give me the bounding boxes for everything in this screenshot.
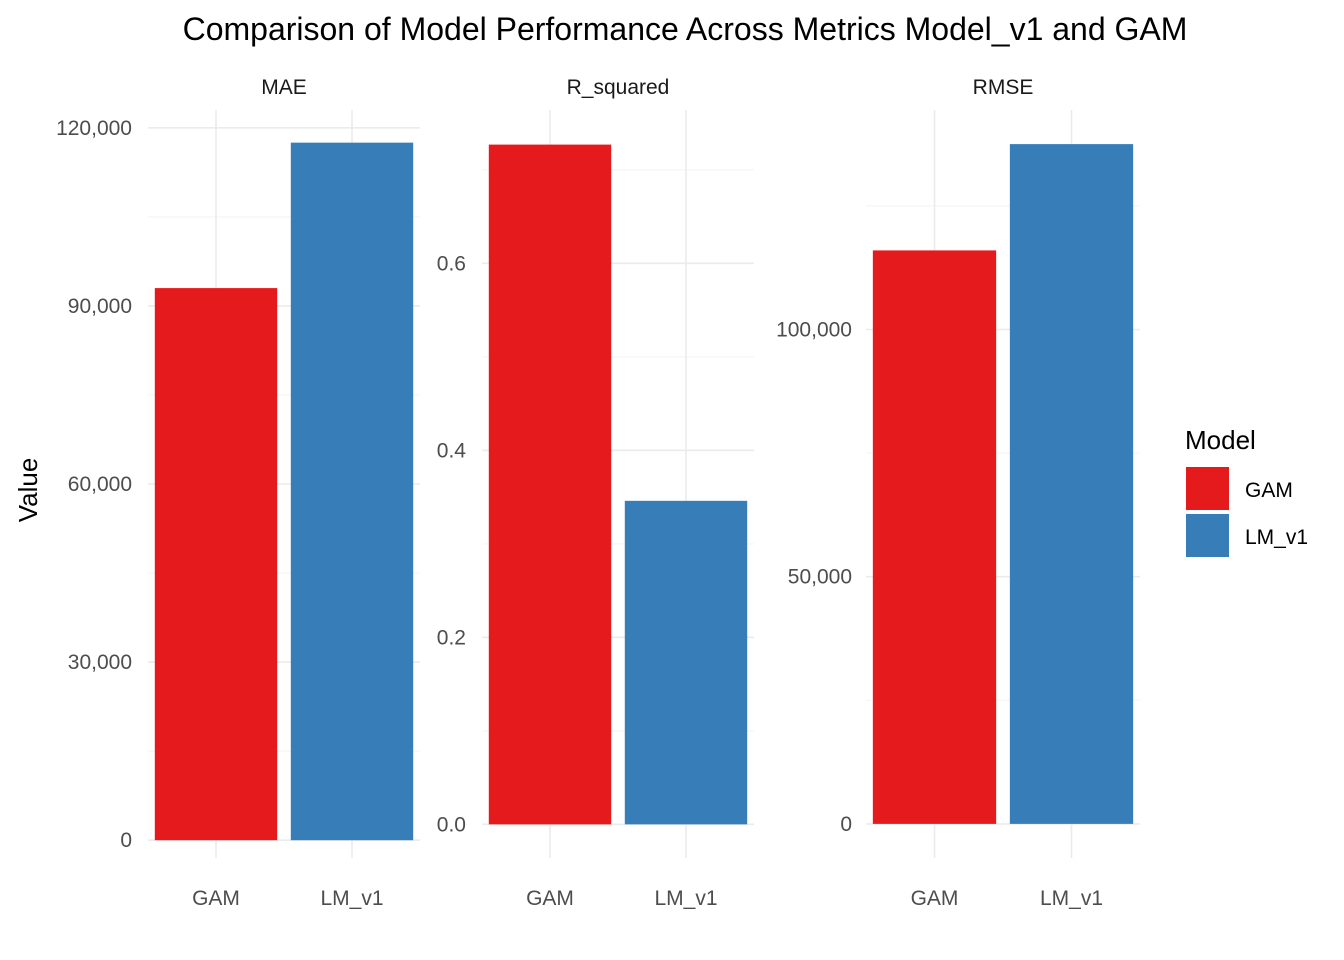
legend: Model GAM LM_v1: [1185, 425, 1308, 557]
x-tick-label: LM_v1: [1040, 887, 1103, 910]
x-tick-label: GAM: [192, 887, 240, 910]
y-tick-label: 0.6: [437, 252, 466, 275]
facet-rmse: 0 50,000 100,000 GAM LM_v1 RMSE: [776, 76, 1140, 910]
legend-label: LM_v1: [1245, 526, 1308, 549]
facet-strip-label: RMSE: [973, 76, 1034, 99]
y-tick-label: 0.4: [437, 439, 467, 462]
y-tick-label: 0: [840, 813, 852, 836]
y-tick-label: 90,000: [68, 295, 132, 318]
y-tick-label: 0.0: [437, 813, 466, 836]
x-tick-label: LM_v1: [320, 887, 383, 910]
y-tick-label: 0: [120, 829, 132, 852]
facet-mae: 0 30,000 60,000 90,000 120,000 GAM LM_v1 MAE: [56, 76, 420, 910]
bar-lm-v1: [290, 142, 414, 841]
x-tick-label: GAM: [911, 887, 959, 910]
facet-strip-label: R_squared: [567, 76, 670, 99]
y-tick-label: 50,000: [788, 566, 852, 589]
y-axis-label: Value: [13, 458, 43, 523]
x-tick-label: LM_v1: [654, 887, 717, 910]
y-tick-label: 0.2: [437, 626, 466, 649]
bar-gam: [488, 144, 612, 825]
x-tick-label: GAM: [526, 887, 574, 910]
facet-r-squared: 0.0 0.2 0.4 0.6 GAM LM_v1 R_squared: [437, 76, 754, 910]
facet-strip-label: MAE: [261, 76, 307, 99]
bar-gam: [154, 288, 278, 841]
y-tick-label: 120,000: [56, 117, 132, 140]
bar-gam: [872, 250, 997, 824]
legend-key-lm-v1: [1186, 514, 1229, 557]
legend-key-gam: [1186, 467, 1229, 510]
facet-panels: 0 30,000 60,000 90,000 120,000 GAM LM_v1 MAE 0.0…: [56, 76, 1140, 910]
legend-label: GAM: [1245, 479, 1293, 502]
legend-title: Model: [1185, 425, 1256, 455]
bar-lm-v1: [624, 500, 748, 825]
bar-lm-v1: [1009, 144, 1134, 824]
y-tick-label: 60,000: [68, 473, 132, 496]
y-tick-label: 100,000: [776, 319, 852, 342]
y-tick-label: 30,000: [68, 651, 132, 674]
chart-title: Comparison of Model Performance Across M…: [183, 11, 1188, 47]
